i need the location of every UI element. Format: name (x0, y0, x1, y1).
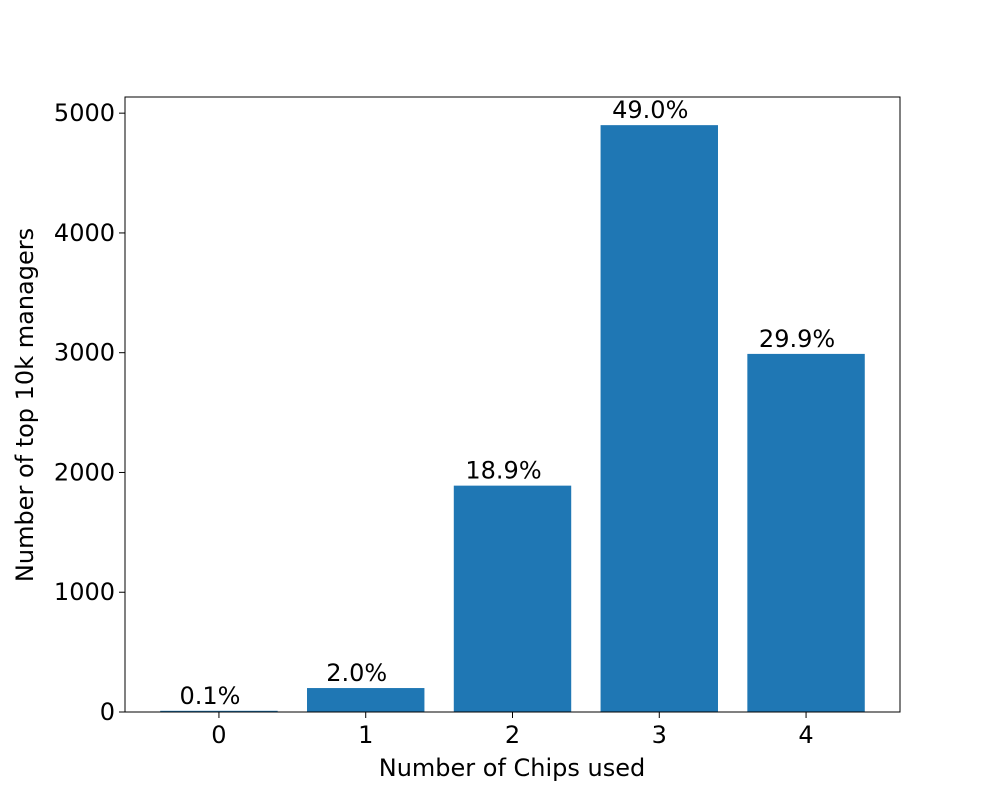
y-tick-label: 3000 (54, 339, 115, 367)
y-tick-label: 0 (100, 698, 115, 726)
value-label: 2.0% (326, 659, 387, 687)
y-tick-label: 5000 (54, 99, 115, 127)
bar (600, 125, 718, 712)
bar (160, 710, 278, 712)
bar (453, 485, 572, 712)
plot-frame (124, 96, 901, 713)
y-tick-label: 4000 (54, 219, 115, 247)
y-tick-label: 1000 (54, 578, 115, 606)
x-tick-label: 2 (505, 721, 520, 749)
value-label: 0.1% (179, 682, 240, 710)
x-tick-label: 0 (211, 721, 226, 749)
value-label: 29.9% (759, 325, 835, 353)
x-tick-label: 4 (798, 721, 813, 749)
x-tick-label: 1 (358, 721, 373, 749)
bar (307, 688, 425, 712)
bar (747, 353, 865, 712)
x-axis-label: Number of Chips used (379, 754, 646, 782)
y-axis-label: Number of top 10k managers (11, 228, 39, 582)
value-label: 49.0% (612, 96, 688, 124)
x-tick-label: 3 (652, 721, 667, 749)
y-tick-label: 2000 (54, 458, 115, 486)
value-label: 18.9% (465, 457, 541, 485)
